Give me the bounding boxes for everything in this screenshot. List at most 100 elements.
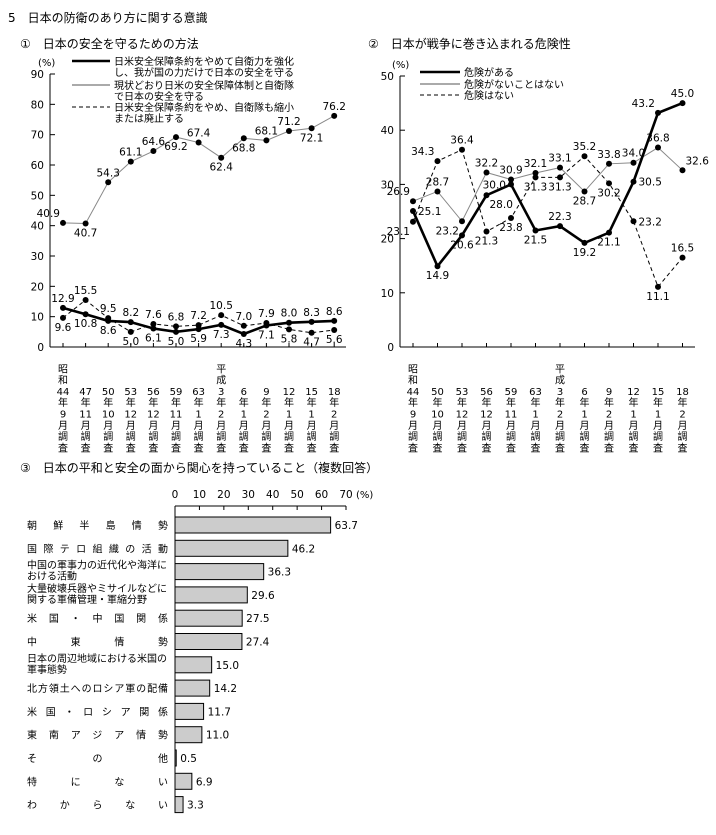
data-point [581,153,588,160]
data-point [60,304,66,311]
data-point [679,254,686,261]
bar-value-label: 11.0 [206,730,229,742]
x-tick-label: 12 年 1 月調査 [283,387,296,455]
x-tick-label: 10 [193,489,206,501]
category-label: 中東情勢 [27,636,168,649]
x-tick-label: 30 [242,489,255,501]
data-label: 30.2 [597,187,620,199]
data-point [82,220,89,227]
data-label: 45.0 [671,88,694,100]
category-label: 北方領土へのロシア軍の配備 [27,682,168,695]
category-label: 中国の軍事力の近代化や海洋に [27,559,167,572]
data-point [195,322,202,329]
category-label: わからない [27,800,168,812]
data-point [630,159,637,166]
data-label: 12.9 [51,293,74,305]
category-label: おける活動 [27,570,77,583]
data-label: 7.6 [145,309,162,321]
data-point [82,296,89,303]
bar-value-label: 14.2 [214,683,237,695]
data-label: 8.0 [281,308,298,320]
bar-value-label: 36.3 [268,567,291,579]
x-tick-label: 昭和 44 年 9 月調査 [57,363,70,454]
x-tick-label: 56 年 12 月調査 [147,387,160,455]
y-tick-label: 90 [31,69,44,81]
data-label: 6.1 [145,332,162,344]
data-point [508,181,514,188]
category-label: 大量破壊兵器やミサイルなどに [27,582,167,595]
x-tick-label: 平成 3 年 2 月調査 [555,364,565,454]
chart2: 0 10 20 30 40 50 昭和 44 年 9 月調査 50 年 10 月調査 53 年 12 月調査 56 年 1… [381,66,710,454]
data-label: 15.5 [74,285,97,297]
legend-label: 危険がある [464,66,514,79]
data-point [263,137,270,144]
data-label: 7.1 [258,329,275,341]
data-label: 5.0 [122,336,139,348]
data-point [286,128,292,135]
x-tick-label: 56 年 12 月調査 [480,387,493,455]
category-label: 日本の周辺地域における米国の [27,652,167,665]
data-point [331,327,338,334]
category-label: 特にない [27,776,168,788]
data-point [173,323,179,330]
x-tick-label: 9 年 2 月調査 [261,387,271,455]
data-label: 40.7 [74,228,97,240]
y-tick-label: 0 [387,342,394,354]
data-label: 71.2 [277,116,300,128]
data-label: 33.1 [548,153,571,165]
data-point [308,318,315,325]
data-point [60,219,66,226]
bar [174,749,177,767]
data-label: 8.6 [100,325,117,337]
chart1-title: ① 日本の安全を守るための方法 [20,36,199,51]
data-label: 30.5 [639,177,662,189]
data-label: 61.1 [119,147,142,159]
data-label: 7.2 [190,310,207,322]
chart3-xlabel: (%) [356,490,373,501]
category-label: 東南アジア情勢 [27,729,168,742]
data-label: 10.5 [210,300,233,312]
data-point [127,158,134,165]
y-tick-label: 60 [31,160,44,172]
y-tick-label: 40 [31,221,44,233]
bar-value-label: 46.2 [292,543,315,555]
category-label: 軍事態勢 [27,663,67,676]
data-point [331,317,338,324]
x-tick-label: 6 年 1 月調査 [239,387,249,455]
data-label: 31.3 [524,181,547,193]
data-label: 64.6 [142,136,166,148]
data-point [240,322,247,329]
x-tick-label: 53 年 12 月調査 [456,387,469,455]
data-label: 32.6 [686,155,710,167]
y-tick-label: 80 [31,99,44,111]
x-tick-label: 70 [339,489,352,501]
data-label: 36.8 [646,133,669,145]
category-label: 米国・中国関係 [27,612,168,625]
data-point [308,125,315,132]
data-point [483,228,490,235]
y-tick-label: 30 [31,251,44,263]
category-label: その他 [27,752,168,765]
data-point [286,326,292,333]
data-label: 33.8 [597,149,620,161]
data-label: 26.9 [387,186,410,198]
data-label: 30.9 [499,165,522,177]
data-point [581,239,588,246]
chart3-title: ③ 日本の平和と安全の面から関心を持っていること（複数回答） [20,460,378,475]
data-label: 68.8 [232,142,255,154]
data-point [508,215,514,222]
chart2-ylabel: (%) [392,60,409,71]
category-label: 朝鮮半島情勢 [27,519,168,532]
series-line-2 [412,149,683,288]
data-point [331,112,338,119]
data-point [630,178,637,185]
data-point [508,176,514,183]
y-tick-label: 10 [31,312,44,324]
data-label: 4.3 [235,338,252,350]
data-point [483,192,490,199]
bar [174,796,184,814]
data-point [60,314,66,321]
data-label: 9.6 [55,322,72,334]
data-point [240,135,247,142]
data-label: 23.8 [499,222,522,234]
